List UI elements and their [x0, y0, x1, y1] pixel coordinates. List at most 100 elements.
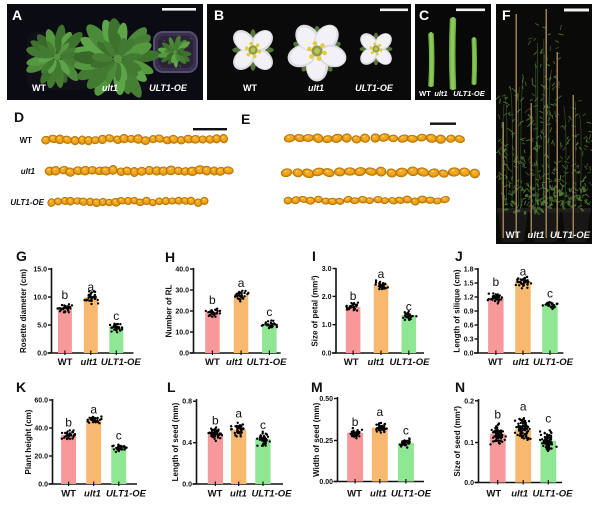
svg-text:c: c [266, 305, 272, 319]
svg-text:WT: WT [486, 489, 501, 500]
svg-text:G: G [16, 248, 27, 264]
svg-text:0.50: 0.50 [319, 396, 333, 403]
svg-text:ult1: ult1 [81, 357, 98, 368]
svg-text:ULT1-OE: ULT1-OE [390, 357, 431, 368]
svg-text:D: D [14, 109, 24, 125]
svg-text:20.0: 20.0 [34, 454, 48, 461]
svg-text:a: a [90, 403, 97, 417]
svg-text:20.0: 20.0 [175, 309, 189, 316]
svg-text:40.0: 40.0 [34, 426, 48, 433]
svg-text:b: b [212, 414, 219, 428]
svg-text:ULT1-OE: ULT1-OE [252, 489, 293, 500]
svg-text:1.0: 1.0 [322, 322, 332, 329]
svg-text:WT: WT [61, 489, 76, 500]
svg-text:60.0: 60.0 [34, 398, 48, 405]
svg-text:0.3: 0.3 [464, 337, 474, 344]
svg-text:ULT1-OE: ULT1-OE [247, 357, 288, 368]
svg-text:ULT1-OE: ULT1-OE [550, 230, 591, 241]
svg-text:c: c [545, 412, 551, 426]
svg-text:ult1: ult1 [308, 83, 324, 93]
svg-text:10.0: 10.0 [175, 330, 189, 337]
svg-text:c: c [403, 424, 409, 438]
svg-text:0.00: 0.00 [319, 479, 333, 486]
svg-text:B: B [214, 7, 224, 23]
svg-text:a: a [238, 276, 245, 290]
svg-text:a: a [87, 280, 94, 294]
svg-text:K: K [16, 379, 26, 395]
svg-text:ult1: ult1 [511, 489, 528, 500]
svg-text:0.2: 0.2 [464, 398, 474, 405]
svg-text:Size of seed (mm²): Size of seed (mm²) [453, 406, 462, 477]
svg-text:ult1: ult1 [368, 357, 385, 368]
svg-text:Number of RL: Number of RL [165, 284, 174, 337]
svg-text:40.0: 40.0 [175, 267, 189, 274]
svg-text:ULT1-OE: ULT1-OE [533, 357, 574, 368]
svg-text:ult1: ult1 [528, 230, 545, 241]
svg-text:0.6: 0.6 [464, 323, 474, 330]
svg-text:F: F [502, 7, 511, 23]
svg-text:WT: WT [506, 230, 521, 241]
svg-text:ULT1-OE: ULT1-OE [533, 489, 574, 500]
svg-text:0.0: 0.0 [464, 351, 474, 358]
svg-text:ult1: ult1 [84, 489, 101, 500]
svg-text:0.9: 0.9 [464, 309, 474, 316]
svg-text:C: C [419, 7, 429, 23]
svg-text:c: c [116, 429, 122, 443]
svg-text:ULT1-OE: ULT1-OE [101, 357, 142, 368]
svg-text:WT: WT [344, 357, 359, 368]
svg-text:WT: WT [243, 83, 257, 93]
svg-text:b: b [494, 408, 501, 422]
svg-text:5.0: 5.0 [37, 323, 47, 330]
svg-text:0.0: 0.0 [38, 482, 48, 489]
svg-text:Length of silique (cm): Length of silique (cm) [453, 269, 462, 352]
svg-text:ULT1-OE: ULT1-OE [149, 83, 188, 93]
svg-text:J: J [455, 248, 463, 264]
svg-text:0.1: 0.1 [464, 440, 474, 447]
svg-text:ult1: ult1 [513, 357, 530, 368]
svg-text:ULT1-OE: ULT1-OE [391, 489, 432, 500]
svg-text:ULT1-OE: ULT1-OE [106, 489, 147, 500]
svg-text:0.8: 0.8 [182, 399, 192, 406]
svg-text:I: I [312, 248, 316, 264]
svg-text:1.5: 1.5 [464, 281, 474, 288]
svg-text:WT: WT [58, 357, 73, 368]
svg-text:ult1: ult1 [102, 83, 118, 93]
svg-text:b: b [493, 275, 500, 289]
svg-text:WT: WT [205, 357, 220, 368]
svg-text:H: H [165, 249, 175, 265]
svg-text:ULT1-OE: ULT1-OE [355, 83, 394, 93]
svg-text:a: a [376, 405, 383, 419]
svg-text:L: L [167, 379, 176, 395]
svg-text:a: a [235, 407, 242, 421]
svg-text:WT: WT [20, 136, 33, 145]
svg-text:30.0: 30.0 [175, 288, 189, 295]
svg-text:c: c [547, 287, 553, 301]
svg-text:0.0: 0.0 [179, 351, 189, 358]
svg-text:E: E [241, 111, 250, 127]
svg-text:ult1: ult1 [370, 489, 387, 500]
svg-text:A: A [12, 7, 22, 23]
svg-text:Width of seed (mm): Width of seed (mm) [312, 402, 321, 476]
svg-text:a: a [378, 267, 385, 281]
svg-text:3.0: 3.0 [322, 266, 332, 273]
svg-text:c: c [406, 300, 412, 314]
svg-text:b: b [65, 416, 72, 430]
svg-text:ult1: ult1 [230, 489, 247, 500]
svg-text:10.0: 10.0 [33, 295, 47, 302]
svg-text:0.0: 0.0 [322, 351, 332, 358]
svg-text:Length of seed (mm): Length of seed (mm) [171, 402, 180, 481]
svg-text:c: c [113, 309, 119, 323]
svg-text:a: a [520, 265, 527, 279]
svg-text:0.4: 0.4 [182, 440, 192, 447]
svg-text:ULT1-OE: ULT1-OE [10, 198, 44, 207]
svg-text:ult1: ult1 [226, 357, 243, 368]
svg-text:0.0: 0.0 [182, 482, 192, 489]
svg-text:c: c [260, 418, 266, 432]
svg-text:ult1: ult1 [434, 89, 447, 98]
svg-text:2.0: 2.0 [322, 294, 332, 301]
svg-text:b: b [350, 289, 357, 303]
svg-text:WT: WT [419, 89, 431, 98]
svg-text:N: N [455, 379, 465, 395]
svg-text:Rosette diameter (cm): Rosette diameter (cm) [19, 269, 28, 353]
svg-text:b: b [209, 293, 216, 307]
